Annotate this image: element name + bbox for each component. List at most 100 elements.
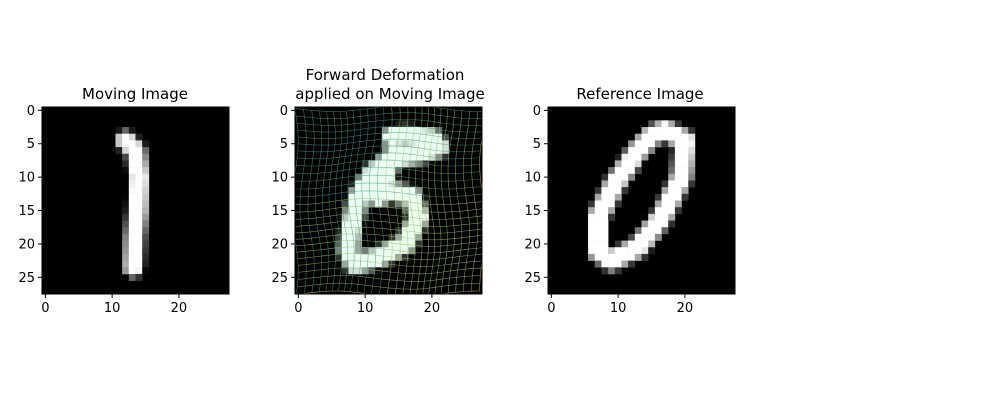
x-tick-label: 10 [610,301,627,316]
image-pixel [595,234,602,241]
panel-title-reference: Reference Image [576,85,703,103]
image-pixel [395,194,402,201]
image-pixel [375,254,382,261]
image-pixel [688,154,695,161]
image-pixel [655,234,662,241]
image-pixel [355,194,362,201]
image-pixel [675,134,682,141]
image-pixel [675,140,682,147]
y-tick-label: 0 [27,104,35,119]
image-pixel [368,160,375,167]
image-pixel [348,221,355,228]
image-pixel [382,241,389,248]
image-pixel [362,247,369,254]
image-pixel [136,180,143,187]
image-pixel [608,207,615,214]
y-tick-label: 5 [27,137,35,152]
image-pixel [635,167,642,174]
image-pixel [335,254,342,261]
image-pixel [662,201,669,208]
y-tick-label: 20 [271,237,288,252]
image-pixel [608,201,615,208]
image-pixel [615,174,622,181]
image-pixel [601,227,608,234]
image-pixel [601,201,608,208]
image-pixel [136,140,143,147]
image-pixel [395,160,402,167]
image-pixel [595,261,602,268]
image-pixel [375,261,382,268]
image-pixel [668,147,675,154]
image-pixel [588,221,595,228]
image-pixel [355,261,362,268]
image-pixel [682,147,689,154]
image-pixel [648,134,655,141]
image-pixel [375,167,382,174]
image-pixel [382,160,389,167]
image-pixel [621,167,628,174]
image-pixel [142,160,149,167]
image-pixel [129,180,136,187]
image-pixel [635,140,642,147]
image-pixel [601,267,608,274]
image-pixel [129,187,136,194]
image-pixel [335,247,342,254]
image-pixel [675,201,682,208]
image-pixel [368,167,375,174]
y-tick-label: 10 [18,171,35,186]
image-pixel [675,160,682,167]
image-pixel [682,174,689,181]
y-tick-label: 15 [18,204,35,219]
image-pixel [668,207,675,214]
image-pixel [362,180,369,187]
image-pixel [655,120,662,127]
image-pixel [635,160,642,167]
image-pixel [342,234,349,241]
y-tick-label: 15 [524,204,541,219]
image-pixel [595,207,602,214]
x-tick-label: 0 [294,301,302,316]
panel-moving: Moving Image 0 10 200510152025 [18,85,229,316]
image-pixel [635,254,642,261]
image-pixel [129,207,136,214]
image-pixel [422,221,429,228]
image-pixel [142,261,149,268]
y-tick-label: 5 [280,137,288,152]
image-pixel [129,267,136,274]
image-pixel [668,160,675,167]
image-pixel [142,194,149,201]
image-pixel [615,201,622,208]
image-pixel [621,154,628,161]
image-pixel [122,147,129,154]
image-pixel [601,241,608,248]
image-pixel [635,147,642,154]
image-pixel [648,120,655,127]
image-pixel [129,174,136,181]
image-pixel [115,140,122,147]
image-pixel [601,180,608,187]
image-pixel [648,207,655,214]
x-tick-label: 20 [424,301,441,316]
image-pixel [628,154,635,161]
image-pixel [136,167,143,174]
image-pixel [136,134,143,141]
image-pixel [129,221,136,228]
image-pixel [348,234,355,241]
image-pixel [362,214,369,221]
image-pixel [642,160,649,167]
y-tick-label: 15 [271,204,288,219]
image-pixel [129,247,136,254]
image-pixel [122,214,129,221]
image-pixel [648,214,655,221]
image-pixel [122,194,129,201]
image-pixel [142,254,149,261]
image-pixel [675,194,682,201]
image-pixel [115,127,122,134]
image-pixel [608,187,615,194]
image-pixel [648,147,655,154]
image-pixel [136,207,143,214]
image-pixel [615,194,622,201]
image-pixel [668,134,675,141]
image-pixel [662,214,669,221]
image-pixel [362,207,369,214]
